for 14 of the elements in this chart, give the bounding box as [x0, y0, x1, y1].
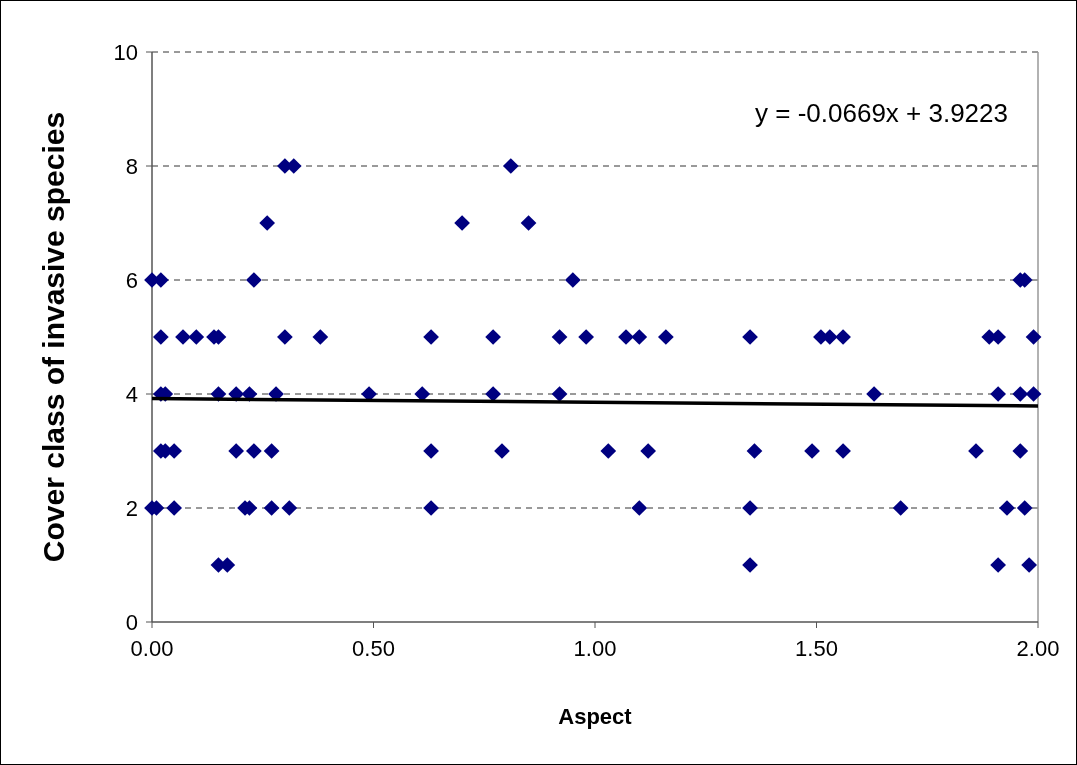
- y-tick-label: 2: [125, 496, 138, 521]
- y-tick-label: 8: [125, 154, 138, 179]
- x-axis-title: Aspect: [558, 704, 633, 729]
- x-tick-label: 1.00: [573, 636, 617, 661]
- y-tick-label: 10: [113, 40, 138, 65]
- x-tick-label: 1.50: [795, 636, 838, 661]
- x-tick-label: 0.00: [130, 636, 174, 661]
- x-tick-label: 2.00: [1016, 636, 1060, 661]
- y-tick-label: 6: [125, 268, 138, 293]
- x-tick-label: 0.50: [352, 636, 395, 661]
- annotation: y = -0.0669x + 3.9223: [755, 98, 1008, 128]
- y-tick-label: 4: [125, 382, 138, 407]
- y-tick-label: 0: [125, 610, 138, 635]
- y-axis-title: Cover class of invasive species: [37, 111, 70, 563]
